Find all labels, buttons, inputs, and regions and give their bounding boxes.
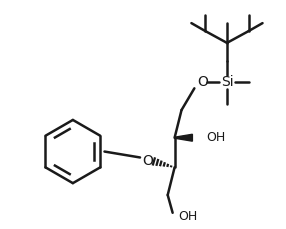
Text: O: O	[197, 75, 208, 89]
Text: OH: OH	[206, 131, 225, 144]
Text: OH: OH	[178, 210, 198, 223]
Text: O: O	[142, 154, 153, 168]
Text: Si: Si	[221, 75, 233, 89]
Polygon shape	[175, 134, 192, 141]
